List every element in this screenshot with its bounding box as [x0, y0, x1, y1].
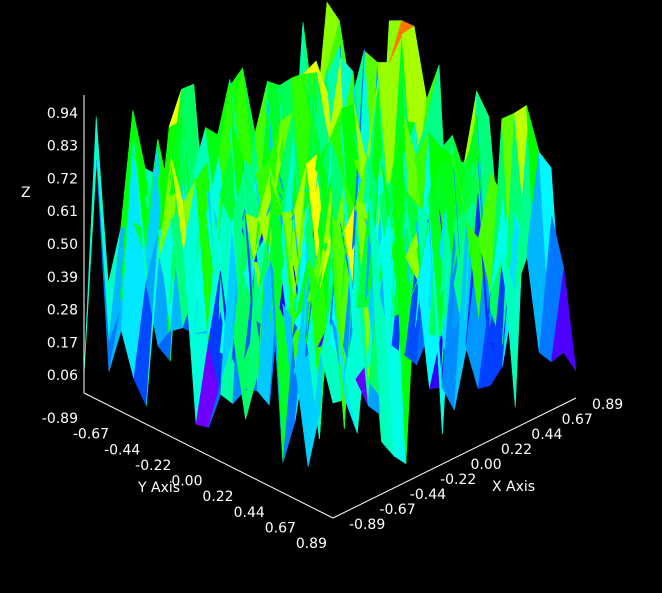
y-axis-line — [83, 392, 334, 519]
x-axis-line — [332, 397, 577, 519]
surface-patch — [551, 268, 577, 372]
z-tick-label: 0.94 — [47, 106, 78, 122]
y-axis-label: Y Axis — [137, 480, 180, 496]
x-tick-label: -0.44 — [410, 487, 446, 503]
x-tick-label: -0.22 — [440, 472, 476, 488]
y-tick-label: 0.22 — [202, 489, 233, 505]
z-tick-label: 0.72 — [47, 171, 78, 187]
x-tick-label: 0.89 — [592, 397, 623, 413]
y-tick-labels: -0.89-0.67-0.44-0.220.000.220.440.670.89 — [42, 411, 327, 552]
x-tick-label: 0.22 — [501, 442, 532, 458]
x-axis-label: X Axis — [492, 479, 535, 495]
y-tick-label: -0.67 — [73, 427, 109, 443]
y-tick-label: 0.89 — [296, 536, 327, 552]
z-tick-label: 0.83 — [47, 139, 78, 155]
z-tick-label: 0.17 — [47, 335, 78, 351]
y-tick-label: -0.44 — [104, 442, 140, 458]
x-tick-label: 0.67 — [562, 412, 593, 428]
z-tick-label: 0.39 — [47, 270, 78, 286]
y-tick-label: -0.22 — [135, 458, 171, 474]
z-tick-label: 0.50 — [47, 237, 78, 253]
z-axis-label: Z — [21, 185, 31, 201]
y-tick-label: 0.00 — [171, 474, 202, 490]
y-tick-label: 0.67 — [265, 520, 296, 536]
z-tick-label: 0.28 — [47, 303, 78, 319]
y-tick-label: -0.89 — [42, 411, 78, 427]
x-tick-label: -0.67 — [379, 502, 415, 518]
z-tick-label: 0.06 — [47, 368, 78, 384]
x-tick-label: -0.89 — [349, 517, 385, 533]
z-tick-label: 0.61 — [47, 204, 78, 220]
y-tick-label: 0.44 — [234, 505, 265, 521]
axes — [83, 95, 577, 519]
z-tick-labels: 0.94 0.83 0.72 0.61 0.50 0.39 0.28 0.17 0.06 — [47, 106, 78, 384]
x-tick-label: 0.00 — [471, 457, 502, 473]
x-tick-label: 0.44 — [531, 427, 562, 443]
surface-mesh — [83, 1, 577, 467]
x-tick-labels: -0.89-0.67-0.44-0.220.000.220.440.670.89 — [349, 397, 623, 533]
